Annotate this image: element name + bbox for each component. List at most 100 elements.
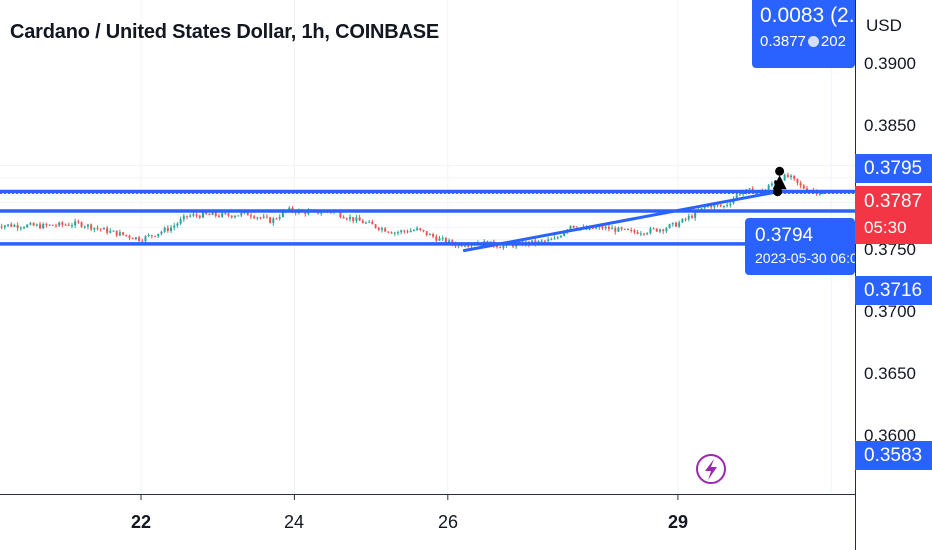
candle-body: [818, 193, 821, 195]
candle-body: [144, 236, 147, 242]
candle-body: [67, 224, 70, 226]
candle-body: [90, 224, 93, 230]
candle-body: [799, 182, 802, 186]
candle-body: [186, 215, 189, 217]
candle-body: [374, 224, 377, 228]
level-badge-3[interactable]: 0.3583: [855, 441, 932, 470]
candle-body: [502, 245, 505, 248]
candle-body: [51, 224, 54, 226]
candle-body: [154, 235, 157, 237]
candle-body: [716, 204, 719, 206]
candle-body: [74, 221, 77, 226]
candle-body: [349, 217, 352, 220]
candle-body: [32, 223, 35, 226]
projection-tooltip[interactable]: 0.0083 (2.2 0.3877 202: [752, 0, 855, 68]
candle-body: [361, 220, 364, 224]
candle-body: [118, 232, 121, 236]
candle-body: [633, 230, 636, 233]
candle-body: [441, 237, 444, 239]
candle-body: [601, 226, 604, 229]
candle-body: [249, 215, 252, 217]
candle-body: [106, 227, 109, 233]
candle-body: [173, 225, 176, 228]
candle-body: [380, 228, 383, 230]
candle-body: [160, 231, 163, 234]
candle-body: [377, 227, 380, 230]
candle-body: [83, 226, 86, 228]
candle-body: [409, 230, 412, 233]
projection-target-date: 202: [820, 33, 846, 50]
candle-body: [435, 236, 438, 241]
candle-body: [192, 214, 195, 216]
candle-body: [668, 224, 671, 229]
candle-body: [355, 217, 358, 221]
time-tick: 29: [667, 512, 689, 532]
candle-body: [786, 174, 789, 178]
candle-body: [0, 226, 3, 228]
candle-body: [713, 204, 716, 208]
candle-body: [652, 228, 655, 230]
candle-body: [10, 224, 13, 227]
bar-countdown: 05:30: [864, 218, 907, 237]
candle-body: [163, 227, 166, 232]
candle-body: [604, 226, 607, 229]
candle-body: [358, 217, 361, 221]
candle-body: [7, 224, 10, 226]
currency-label: USD: [866, 16, 902, 35]
level-badge-1[interactable]: 0.3795: [855, 154, 932, 183]
candle-body: [352, 217, 355, 221]
candle-body: [134, 237, 137, 240]
candle-body: [195, 214, 198, 216]
candle-body: [112, 230, 115, 232]
lightning-bolt-icon: [696, 454, 726, 484]
level-badge-2[interactable]: 0.3716: [855, 276, 932, 305]
candle-body: [23, 227, 26, 229]
time-tick: 24: [283, 512, 305, 532]
candle-body: [147, 235, 150, 237]
candle-body: [467, 245, 470, 247]
candle-body: [39, 224, 42, 229]
chart-title: Cardano / United States Dollar, 1h, COIN…: [10, 21, 440, 43]
candle-body: [217, 215, 220, 217]
price-tick: 0.3700: [864, 302, 916, 321]
candle-body: [214, 212, 217, 216]
candle-body: [272, 218, 275, 223]
candle-body: [201, 212, 204, 218]
candle-body: [722, 205, 725, 207]
time-tick: 26: [437, 512, 459, 532]
candle-body: [448, 240, 451, 243]
candle-body: [534, 240, 537, 244]
candle-body: [221, 213, 224, 217]
candle-body: [80, 222, 83, 227]
candle-body: [233, 216, 236, 218]
candle-body: [13, 225, 16, 227]
candle-body: [320, 212, 323, 214]
candle-body: [48, 224, 51, 226]
candle-body: [259, 217, 262, 219]
candle-body: [569, 225, 572, 230]
clock-icon: [807, 36, 819, 47]
candle-body: [636, 232, 639, 234]
candle-body: [543, 240, 546, 242]
candle-body: [371, 221, 374, 225]
lightning-bolt: [705, 459, 717, 480]
price-tick: 0.3850: [864, 116, 916, 135]
candle-body: [643, 233, 646, 235]
candle-body: [26, 224, 29, 228]
projection-change: 0.0083 (2.2: [760, 4, 855, 27]
candle-body: [70, 225, 73, 227]
price-tick: 0.3750: [864, 240, 916, 259]
candle-body: [269, 217, 272, 223]
candle-body: [726, 204, 729, 206]
candle-body: [690, 216, 693, 218]
candle-body: [64, 224, 67, 226]
candle-body: [240, 212, 243, 216]
last-price-badge: 0.3787 05:30: [855, 186, 932, 244]
candle-body: [620, 227, 623, 230]
candle-body: [157, 233, 160, 237]
candle-body: [141, 240, 144, 242]
anchor-tooltip[interactable]: 0.3794 2023-05-30 06:0: [745, 218, 855, 275]
candle-body: [3, 225, 6, 228]
candle-body: [550, 239, 553, 241]
